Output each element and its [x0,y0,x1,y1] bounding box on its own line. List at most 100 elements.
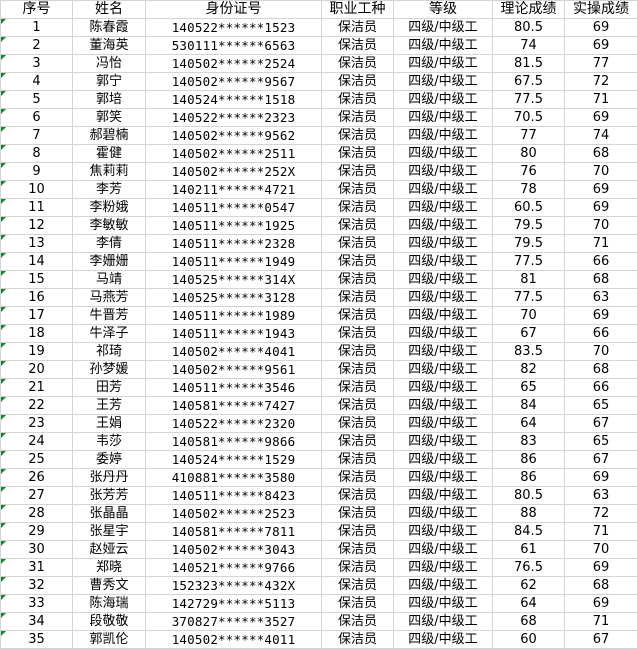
cell-index[interactable]: 5 [0,90,73,109]
cell-name[interactable]: 霍健 [72,144,146,163]
cell-level[interactable]: 四级/中级工 [393,306,493,325]
cell-occupation[interactable]: 保洁员 [321,18,394,37]
header-index[interactable]: 序号 [0,0,73,19]
cell-level[interactable]: 四级/中级工 [393,378,493,397]
cell-theory-score[interactable]: 86 [492,450,565,469]
cell-name[interactable]: 赵娅云 [72,540,146,559]
cell-level[interactable]: 四级/中级工 [393,144,493,163]
cell-name[interactable]: 张晶晶 [72,504,146,523]
cell-practical-score[interactable]: 65 [564,396,637,415]
cell-level[interactable]: 四级/中级工 [393,324,493,343]
cell-name[interactable]: 曹秀文 [72,576,146,595]
cell-level[interactable]: 四级/中级工 [393,540,493,559]
cell-name[interactable]: 郝碧楠 [72,126,146,145]
cell-name[interactable]: 韦莎 [72,432,146,451]
cell-level[interactable]: 四级/中级工 [393,252,493,271]
cell-practical-score[interactable]: 68 [564,360,637,379]
cell-theory-score[interactable]: 78 [492,180,565,199]
cell-theory-score[interactable]: 83.5 [492,342,565,361]
cell-level[interactable]: 四级/中级工 [393,180,493,199]
cell-occupation[interactable]: 保洁员 [321,540,394,559]
cell-id-number[interactable]: 140511******1949 [145,252,322,271]
cell-theory-score[interactable]: 62 [492,576,565,595]
cell-index[interactable]: 34 [0,612,73,631]
cell-index[interactable]: 11 [0,198,73,217]
cell-theory-score[interactable]: 76 [492,162,565,181]
cell-practical-score[interactable]: 70 [564,162,637,181]
cell-theory-score[interactable]: 84.5 [492,522,565,541]
cell-theory-score[interactable]: 77.5 [492,252,565,271]
cell-id-number[interactable]: 140502******4041 [145,342,322,361]
cell-theory-score[interactable]: 79.5 [492,216,565,235]
cell-index[interactable]: 14 [0,252,73,271]
cell-occupation[interactable]: 保洁员 [321,36,394,55]
cell-occupation[interactable]: 保洁员 [321,216,394,235]
cell-name[interactable]: 郭笑 [72,108,146,127]
cell-practical-score[interactable]: 63 [564,486,637,505]
cell-occupation[interactable]: 保洁员 [321,288,394,307]
cell-practical-score[interactable]: 70 [564,342,637,361]
cell-index[interactable]: 22 [0,396,73,415]
cell-theory-score[interactable]: 60 [492,630,565,649]
cell-occupation[interactable]: 保洁员 [321,324,394,343]
cell-theory-score[interactable]: 88 [492,504,565,523]
cell-index[interactable]: 1 [0,18,73,37]
cell-practical-score[interactable]: 69 [564,306,637,325]
cell-level[interactable]: 四级/中级工 [393,54,493,73]
cell-id-number[interactable]: 140511******2328 [145,234,322,253]
cell-id-number[interactable]: 530111******6563 [145,36,322,55]
cell-index[interactable]: 10 [0,180,73,199]
cell-occupation[interactable]: 保洁员 [321,234,394,253]
cell-id-number[interactable]: 140502******9562 [145,126,322,145]
cell-theory-score[interactable]: 68 [492,612,565,631]
cell-theory-score[interactable]: 81 [492,270,565,289]
cell-occupation[interactable]: 保洁员 [321,396,394,415]
cell-name[interactable]: 马燕芳 [72,288,146,307]
cell-id-number[interactable]: 140502******2511 [145,144,322,163]
cell-index[interactable]: 18 [0,324,73,343]
cell-theory-score[interactable]: 74 [492,36,565,55]
cell-practical-score[interactable]: 77 [564,54,637,73]
cell-occupation[interactable]: 保洁员 [321,90,394,109]
cell-occupation[interactable]: 保洁员 [321,198,394,217]
cell-occupation[interactable]: 保洁员 [321,108,394,127]
cell-theory-score[interactable]: 65 [492,378,565,397]
cell-level[interactable]: 四级/中级工 [393,234,493,253]
cell-occupation[interactable]: 保洁员 [321,252,394,271]
cell-level[interactable]: 四级/中级工 [393,270,493,289]
cell-occupation[interactable]: 保洁员 [321,270,394,289]
cell-practical-score[interactable]: 69 [564,558,637,577]
cell-id-number[interactable]: 140511******0547 [145,198,322,217]
cell-theory-score[interactable]: 64 [492,594,565,613]
cell-name[interactable]: 焦莉莉 [72,162,146,181]
cell-theory-score[interactable]: 60.5 [492,198,565,217]
cell-index[interactable]: 17 [0,306,73,325]
cell-theory-score[interactable]: 82 [492,360,565,379]
cell-practical-score[interactable]: 70 [564,540,637,559]
cell-id-number[interactable]: 140502******4011 [145,630,322,649]
header-level[interactable]: 等级 [393,0,493,19]
cell-level[interactable]: 四级/中级工 [393,360,493,379]
cell-level[interactable]: 四级/中级工 [393,288,493,307]
cell-occupation[interactable]: 保洁员 [321,630,394,649]
cell-name[interactable]: 李敏敏 [72,216,146,235]
cell-level[interactable]: 四级/中级工 [393,108,493,127]
cell-id-number[interactable]: 140511******8423 [145,486,322,505]
cell-name[interactable]: 牛晋芳 [72,306,146,325]
cell-level[interactable]: 四级/中级工 [393,414,493,433]
cell-theory-score[interactable]: 61 [492,540,565,559]
cell-practical-score[interactable]: 67 [564,630,637,649]
cell-index[interactable]: 13 [0,234,73,253]
header-id-number[interactable]: 身份证号 [145,0,322,19]
cell-id-number[interactable]: 410881******3580 [145,468,322,487]
cell-level[interactable]: 四级/中级工 [393,162,493,181]
cell-level[interactable]: 四级/中级工 [393,558,493,577]
cell-practical-score[interactable]: 68 [564,270,637,289]
cell-level[interactable]: 四级/中级工 [393,126,493,145]
cell-id-number[interactable]: 140502******9561 [145,360,322,379]
cell-level[interactable]: 四级/中级工 [393,72,493,91]
cell-name[interactable]: 段敬敬 [72,612,146,631]
cell-practical-score[interactable]: 70 [564,216,637,235]
cell-index[interactable]: 24 [0,432,73,451]
cell-id-number[interactable]: 140581******7427 [145,396,322,415]
